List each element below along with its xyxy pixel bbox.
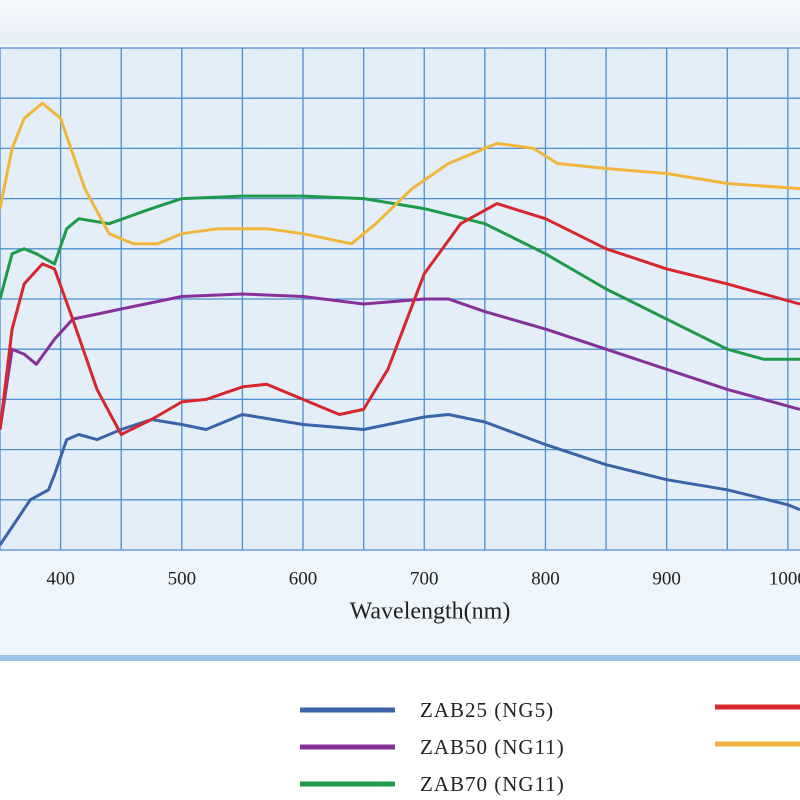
x-tick-label: 900 <box>652 568 681 589</box>
series-line <box>0 194 800 361</box>
x-tick-label: 1000 <box>769 568 800 589</box>
x-tick-label: 800 <box>531 568 560 589</box>
series-line <box>0 101 800 246</box>
legend-label: ZAB70 (NG11) <box>420 772 565 796</box>
x-tick-label: 400 <box>46 568 75 589</box>
x-axis-label: Wavelength(nm) <box>350 599 511 625</box>
legend-label: ZAB25 (NG5) <box>420 698 554 722</box>
x-tick-label: 600 <box>289 568 318 589</box>
series-line <box>0 202 800 436</box>
series-line <box>0 292 800 430</box>
series-line <box>0 413 800 546</box>
x-tick-label: 700 <box>410 568 439 589</box>
header-band <box>0 0 800 45</box>
legend-label: ZAB50 (NG11) <box>420 735 565 759</box>
x-tick-label: 500 <box>168 568 197 589</box>
panel-border <box>0 655 800 661</box>
